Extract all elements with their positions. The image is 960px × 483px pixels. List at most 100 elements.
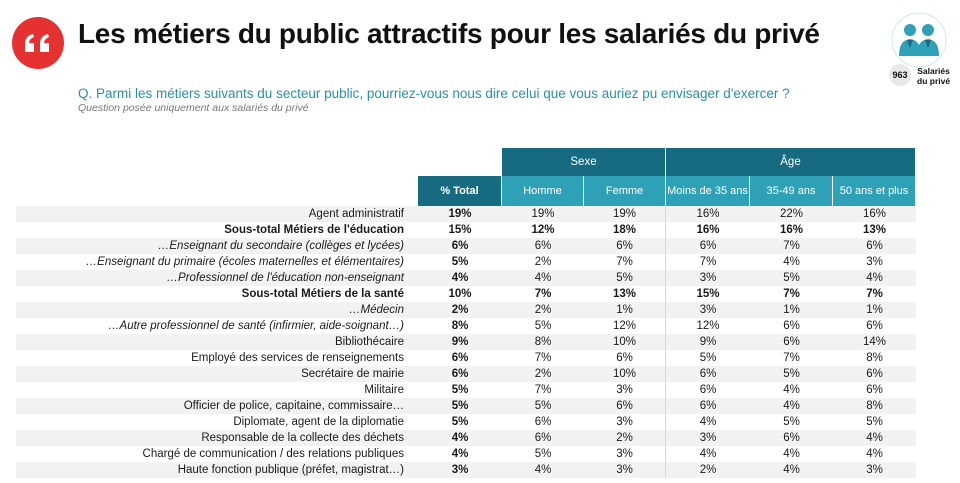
table-row: Employé des services de renseignements 6%… bbox=[16, 350, 916, 366]
cell-value: 4% bbox=[750, 462, 833, 478]
cell-value: 8% bbox=[833, 398, 916, 414]
cell-value: 6% bbox=[502, 430, 584, 446]
cell-value: 6% bbox=[534, 416, 552, 428]
row-label: …Autre professionnel de santé (infirmier… bbox=[108, 320, 404, 332]
cell-value: 6% bbox=[699, 384, 717, 396]
table-row: Officier de police, capitaine, commissai… bbox=[16, 398, 916, 414]
cell-value: 16% bbox=[833, 206, 916, 222]
cell-value: 5% bbox=[534, 320, 552, 332]
row-label: Secrétaire de mairie bbox=[16, 366, 418, 382]
row-label: Sous-total Métiers de la santé bbox=[241, 288, 404, 300]
cell-value: 7% bbox=[699, 256, 717, 268]
cell-value: 18% bbox=[584, 222, 666, 238]
table-row: Diplomate, agent de la diplomatie 5% 6% 3% 4… bbox=[16, 414, 916, 430]
row-label: Diplomate, agent de la diplomatie bbox=[233, 416, 404, 428]
cell-value: 4% bbox=[833, 430, 916, 446]
cell-total: 3% bbox=[418, 462, 502, 478]
col-header-under35: Moins de 35 ans bbox=[666, 176, 750, 206]
table-row: …Médecin 2% 2% 1% 3% 1% 1% bbox=[16, 302, 916, 318]
cell-value: 8% bbox=[502, 334, 584, 350]
cell-total: 8% bbox=[451, 320, 469, 332]
cell-value: 6% bbox=[866, 384, 883, 396]
cell-total: 6% bbox=[418, 238, 502, 254]
cell-value: 7% bbox=[783, 352, 800, 364]
cell-value: 6% bbox=[833, 238, 916, 254]
cell-value: 16% bbox=[696, 224, 720, 236]
cell-value: 13% bbox=[584, 286, 666, 302]
cell-total: 5% bbox=[451, 416, 469, 428]
results-table: Sexe Âge % Total Homme Femme Moins de 35… bbox=[16, 148, 916, 478]
quote-badge bbox=[12, 17, 64, 69]
cell-value: 12% bbox=[531, 224, 555, 236]
row-label: …Enseignant du secondaire (collèges et l… bbox=[16, 238, 418, 254]
sample-count: 963 bbox=[889, 64, 911, 86]
cell-value: 1% bbox=[750, 302, 833, 318]
cell-value: 6% bbox=[666, 238, 750, 254]
cell-total: 19% bbox=[418, 206, 502, 222]
table-row: …Enseignant du secondaire (collèges et l… bbox=[16, 238, 916, 254]
cell-value: 6% bbox=[666, 366, 750, 382]
col-header-femme: Femme bbox=[584, 176, 666, 206]
cell-value: 7% bbox=[534, 288, 552, 300]
cell-value: 4% bbox=[783, 256, 800, 268]
cell-value: 3% bbox=[666, 302, 750, 318]
cell-value: 3% bbox=[833, 462, 916, 478]
cell-value: 7% bbox=[783, 288, 800, 300]
cell-value: 6% bbox=[584, 398, 666, 414]
cell-value: 4% bbox=[750, 398, 833, 414]
cell-value: 12% bbox=[584, 318, 666, 334]
cell-value: 10% bbox=[584, 334, 666, 350]
row-label: Haute fonction publique (préfet, magistr… bbox=[16, 462, 418, 478]
table-row: Militaire 5% 7% 3% 6% 4% 6% bbox=[16, 382, 916, 398]
cell-value: 9% bbox=[666, 334, 750, 350]
group-header-age: Âge bbox=[666, 148, 916, 176]
cell-value: 3% bbox=[584, 446, 666, 462]
cell-value: 6% bbox=[584, 238, 666, 254]
sample-label-line2: du privé bbox=[917, 76, 951, 86]
table-row: Bibliothécaire 9% 8% 10% 9% 6% 14% bbox=[16, 334, 916, 350]
col-header-total: % Total bbox=[418, 176, 502, 206]
sample-label-line1: Salariés bbox=[917, 66, 950, 76]
row-label: Chargé de communication / des relations … bbox=[142, 448, 404, 460]
cell-value: 5% bbox=[534, 448, 552, 460]
cell-value: 3% bbox=[584, 382, 666, 398]
cell-value: 3% bbox=[584, 414, 666, 430]
row-label: Militaire bbox=[364, 384, 404, 396]
cell-value: 10% bbox=[584, 366, 666, 382]
cell-value: 5% bbox=[699, 352, 717, 364]
row-label: Bibliothécaire bbox=[16, 334, 418, 350]
table-row: Secrétaire de mairie 6% 2% 10% 6% 5% 6% bbox=[16, 366, 916, 382]
cell-value: 2% bbox=[584, 430, 666, 446]
cell-value: 5% bbox=[502, 398, 584, 414]
table-row: Chargé de communication / des relations … bbox=[16, 446, 916, 462]
cell-total: 10% bbox=[448, 288, 472, 300]
header-empty-cell bbox=[16, 148, 418, 176]
cell-total: 5% bbox=[451, 384, 469, 396]
header-empty-cell bbox=[418, 148, 502, 176]
question-note: Question posée uniquement aux salariés d… bbox=[78, 102, 309, 114]
cell-value: 6% bbox=[866, 320, 883, 332]
cell-value: 4% bbox=[783, 448, 800, 460]
cell-value: 4% bbox=[866, 448, 883, 460]
row-label: Officier de police, capitaine, commissai… bbox=[16, 398, 418, 414]
row-label: Employé des services de renseignements bbox=[191, 352, 404, 364]
cell-value: 5% bbox=[750, 366, 833, 382]
cell-value: 6% bbox=[502, 238, 584, 254]
cell-value: 7% bbox=[750, 238, 833, 254]
cell-value: 2% bbox=[502, 366, 584, 382]
cell-value: 12% bbox=[696, 320, 720, 332]
question-text: Q. Parmi les métiers suivants du secteur… bbox=[78, 86, 790, 101]
cell-total: 2% bbox=[418, 302, 502, 318]
cell-value: 4% bbox=[833, 270, 916, 286]
row-label: Responsable de la collecte des déchets bbox=[16, 430, 418, 446]
col-header-35-49: 35-49 ans bbox=[750, 176, 833, 206]
cell-value: 7% bbox=[534, 352, 552, 364]
cell-total: 9% bbox=[418, 334, 502, 350]
cell-value: 6% bbox=[783, 320, 800, 332]
cell-value: 3% bbox=[666, 430, 750, 446]
col-header-homme: Homme bbox=[502, 176, 584, 206]
cell-value: 8% bbox=[866, 352, 883, 364]
group-header-sexe: Sexe bbox=[502, 148, 666, 176]
cell-value: 5% bbox=[584, 270, 666, 286]
cell-value: 6% bbox=[666, 398, 750, 414]
